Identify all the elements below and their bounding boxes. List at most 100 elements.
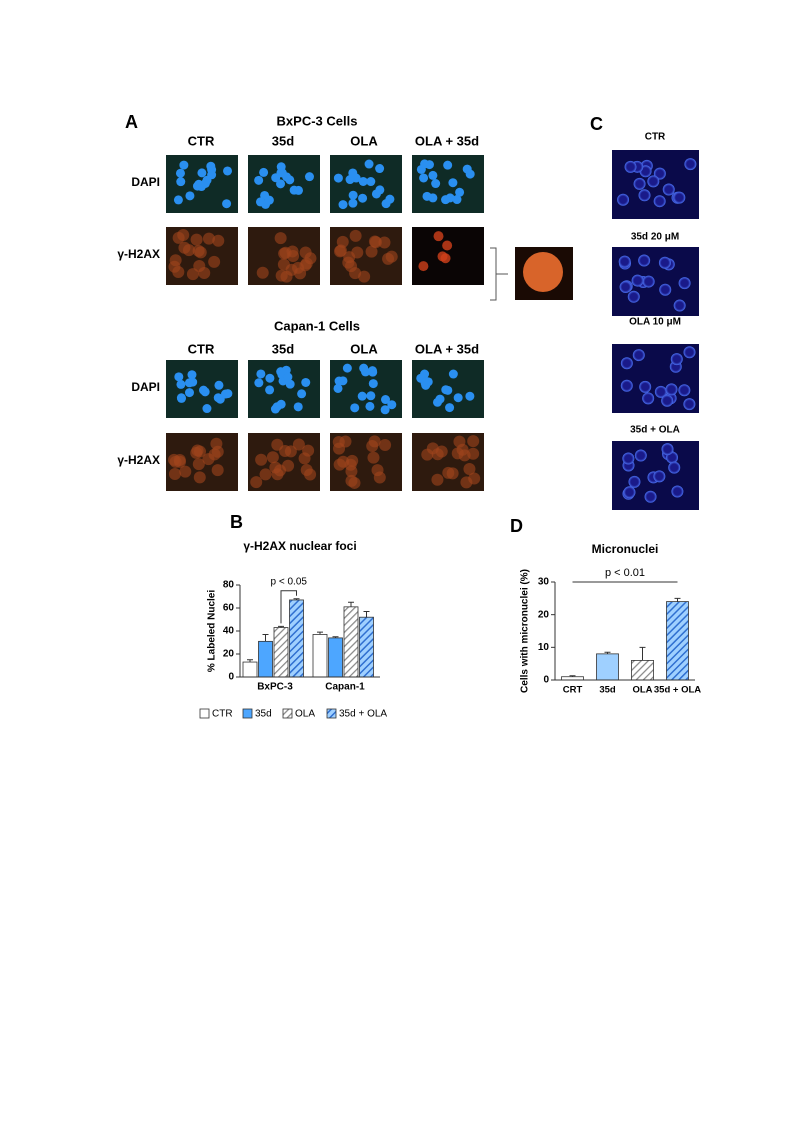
nucleus: [638, 189, 651, 202]
nucleus: [658, 256, 671, 269]
nucleus: [293, 402, 303, 412]
legend-label: 35d + OLA: [339, 709, 387, 720]
nucleus: [259, 167, 269, 177]
y-tick-label: 30: [538, 577, 550, 588]
nucleus: [380, 405, 390, 415]
nucleus: [193, 471, 206, 484]
error-bar: [639, 646, 646, 661]
nucleus: [179, 160, 189, 170]
nucleus: [190, 233, 203, 246]
nucleus: [297, 389, 307, 399]
nucleus: [348, 476, 361, 489]
nucleus: [254, 378, 264, 388]
nucleus: [256, 266, 269, 279]
nucleus: [371, 189, 381, 199]
error-bar: [348, 601, 354, 607]
nucleus: [208, 448, 221, 461]
nucleus: [638, 254, 651, 267]
nucleus: [659, 283, 672, 296]
nucleus: [215, 394, 225, 404]
nucleus: [448, 178, 458, 188]
nucleus: [349, 229, 362, 242]
significance-bracket: [280, 590, 297, 624]
nucleus: [446, 467, 459, 480]
y-tick-label: 0: [228, 672, 234, 683]
nucleus: [169, 455, 182, 468]
micrograph: [248, 155, 320, 213]
nucleus: [618, 255, 631, 268]
annotation: p < 0.05: [271, 576, 308, 587]
nucleus: [333, 173, 343, 183]
nucleus: [278, 247, 291, 260]
nucleus: [642, 392, 655, 405]
legend-label: CTR: [212, 709, 233, 720]
error-bar: [247, 659, 253, 663]
group-title: Capan-1 Cells: [274, 318, 360, 333]
nucleus: [346, 454, 359, 467]
column-header: 35d: [272, 133, 294, 148]
nucleus: [212, 234, 225, 247]
nucleus: [431, 179, 441, 189]
column-header: OLA: [350, 133, 378, 148]
nucleus: [211, 464, 224, 477]
nucleus: [169, 254, 182, 267]
nucleus: [619, 280, 632, 293]
error-bar: [278, 625, 284, 628]
nucleus: [333, 245, 346, 258]
nucleus: [223, 389, 233, 399]
nucleus: [379, 438, 392, 451]
bar: [596, 653, 619, 681]
nucleus: [348, 198, 358, 208]
bar: [312, 634, 328, 678]
nucleus: [418, 261, 429, 272]
nucleus: [284, 445, 297, 458]
nucleus: [202, 404, 212, 414]
y-tick-label: 60: [223, 603, 235, 614]
nucleus: [452, 195, 462, 205]
nucleus: [358, 176, 368, 186]
nucleus: [678, 384, 691, 397]
nucleus: [254, 175, 264, 185]
bar: [242, 661, 258, 678]
panel-label: A: [125, 112, 138, 132]
group-title: BxPC-3 Cells: [277, 113, 358, 128]
nucleus: [192, 458, 205, 471]
column-header: CTR: [188, 133, 215, 148]
nucleus: [678, 277, 691, 290]
nucleus: [365, 401, 375, 411]
nucleus: [172, 266, 185, 279]
nucleus: [255, 197, 265, 207]
nucleus: [285, 379, 295, 389]
nucleus: [176, 393, 186, 403]
nucleus: [333, 383, 343, 393]
y-tick-label: 20: [223, 649, 235, 660]
nucleus: [179, 465, 192, 478]
nucleus: [259, 468, 272, 481]
nucleus: [192, 244, 205, 257]
nucleus: [387, 400, 397, 410]
nucleus: [264, 195, 274, 205]
nucleus: [250, 476, 263, 489]
nucleus: [368, 379, 378, 389]
nucleus: [168, 468, 181, 481]
nucleus: [364, 159, 374, 169]
nucleus: [292, 438, 305, 451]
bar: [666, 601, 689, 681]
nucleus: [350, 403, 360, 413]
legend-swatch: [326, 708, 337, 719]
bar: [359, 616, 374, 678]
nucleus: [465, 391, 475, 401]
micrograph: [330, 360, 402, 418]
nucleus: [627, 290, 640, 303]
error-bar: [332, 636, 339, 638]
image-label: 35d + OLA: [630, 425, 680, 436]
image-label: CTR: [645, 132, 666, 143]
nucleus: [431, 473, 444, 486]
nucleus: [654, 385, 667, 398]
nucleus: [378, 236, 391, 249]
nucleus: [274, 232, 287, 245]
error-bar: [604, 651, 611, 654]
nucleus: [617, 193, 630, 206]
micrograph: [166, 227, 238, 285]
